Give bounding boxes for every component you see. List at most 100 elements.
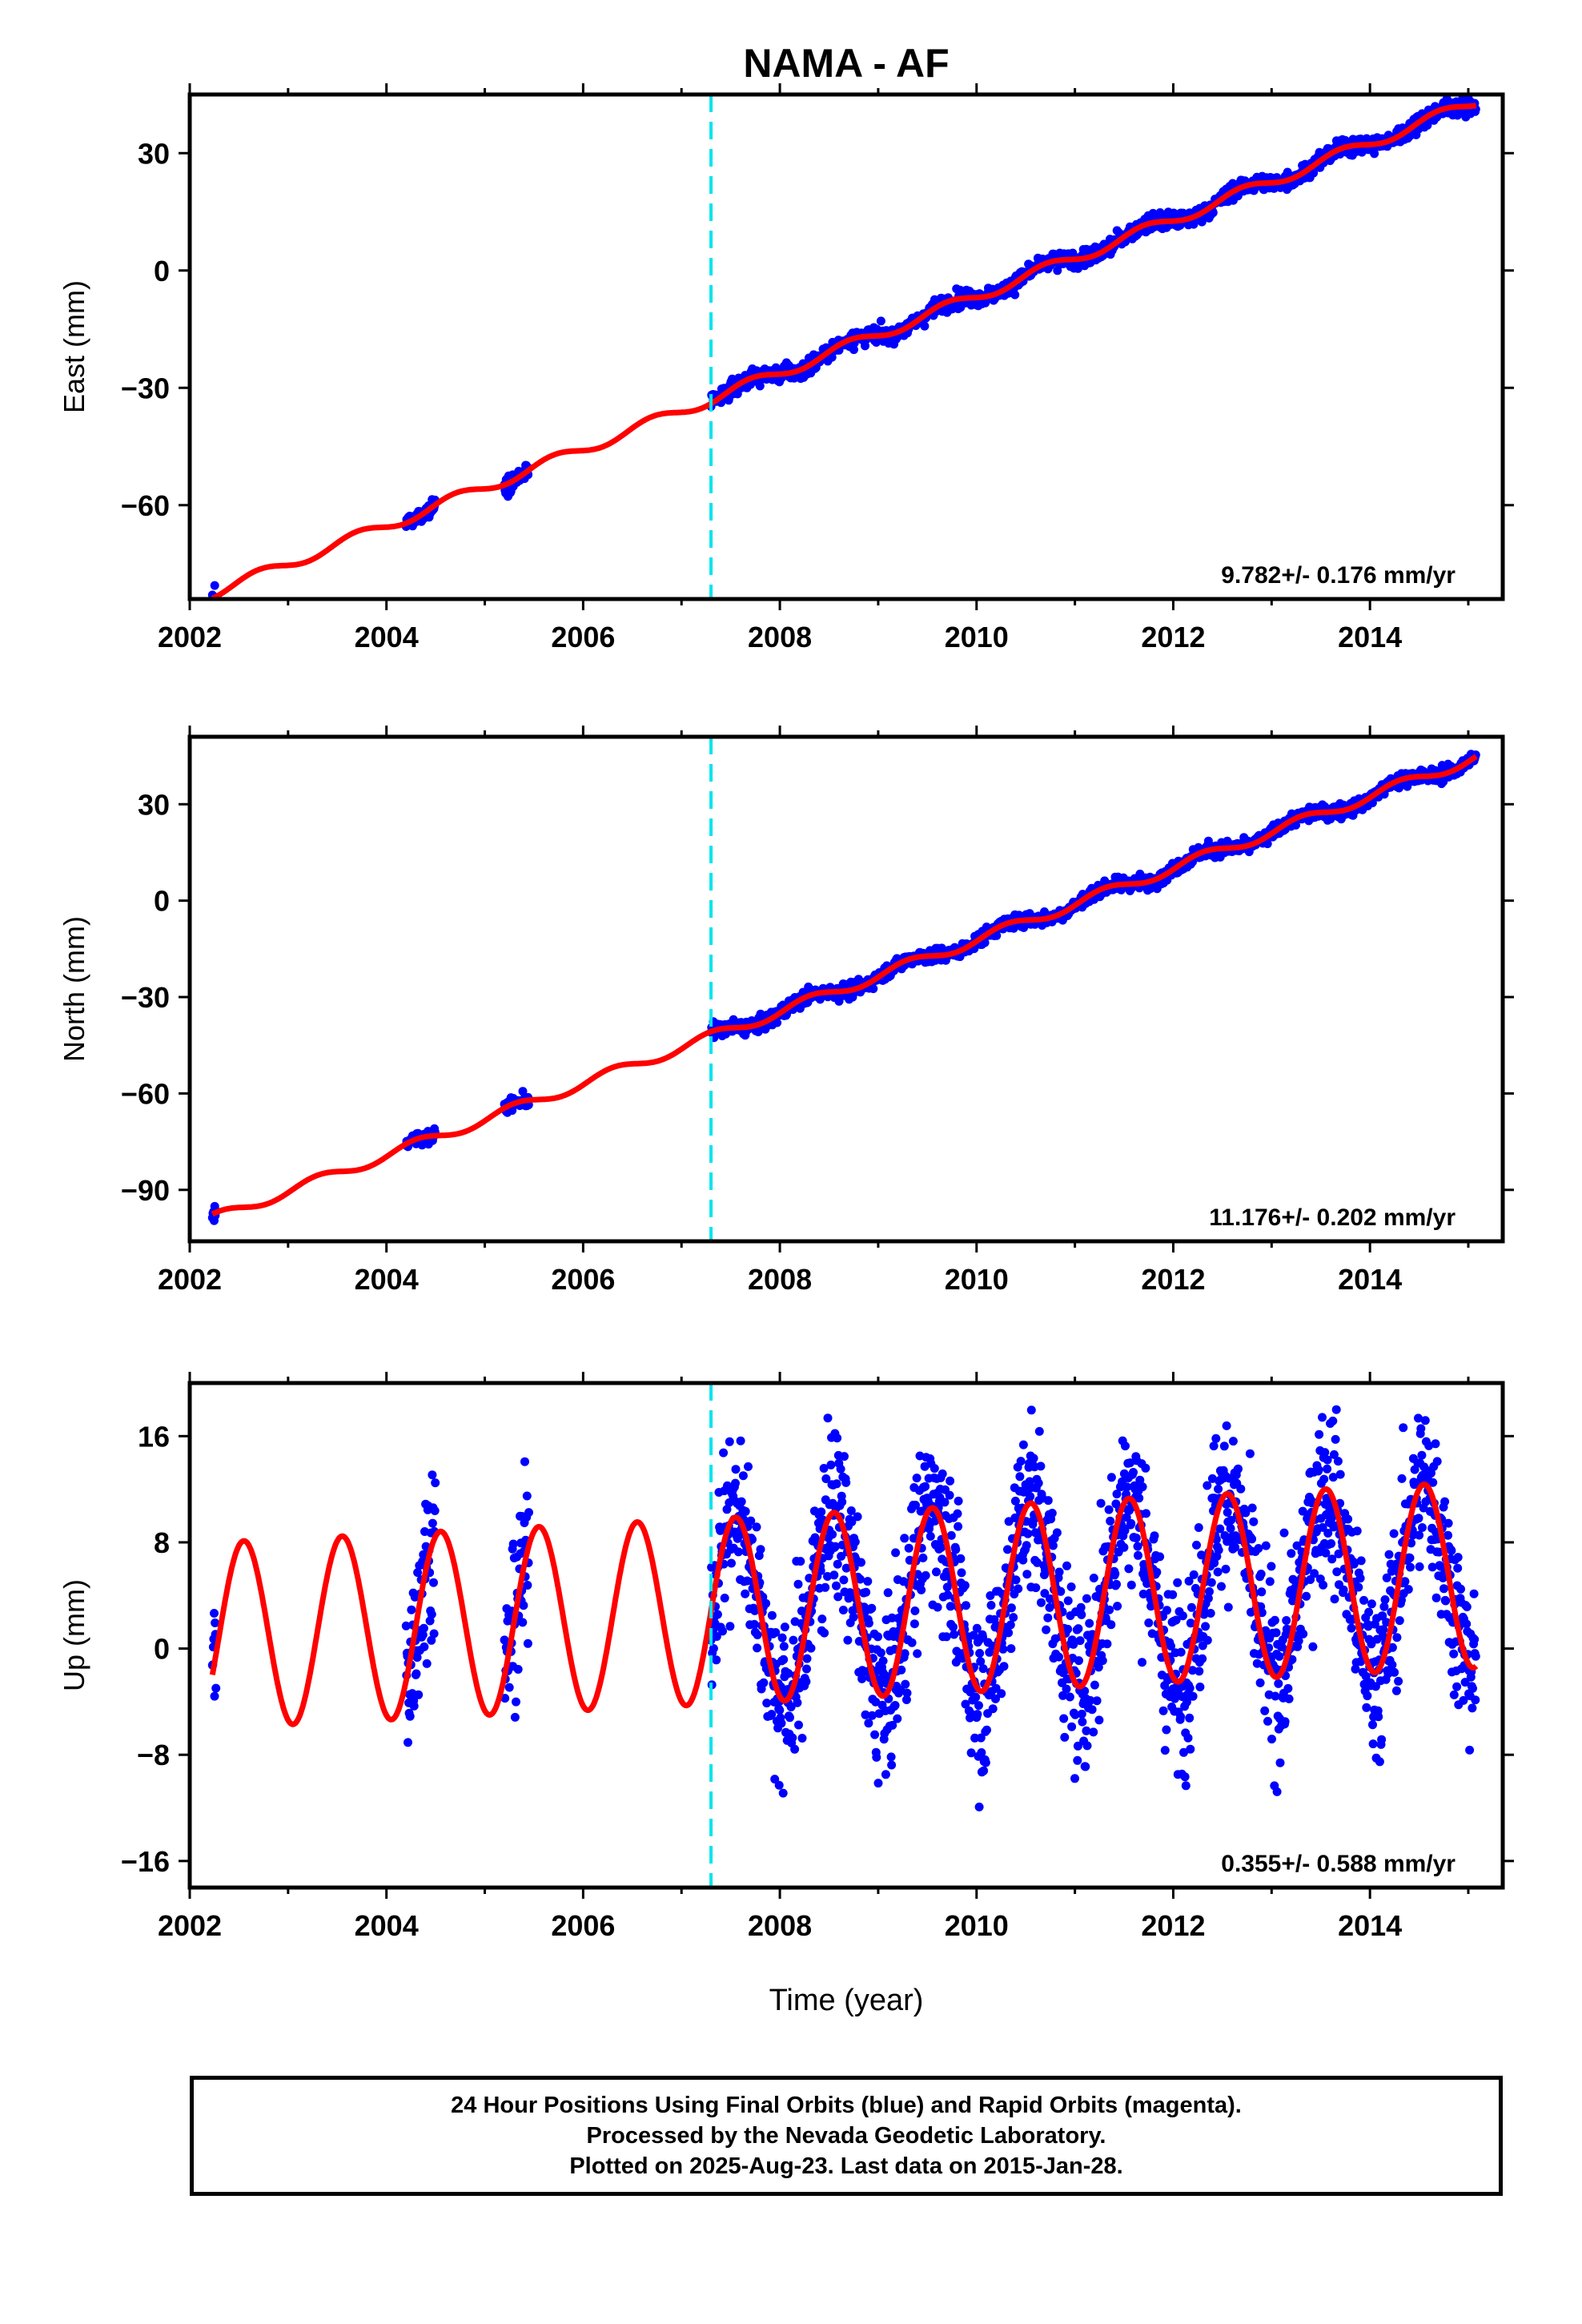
data-point bbox=[876, 316, 885, 326]
data-point bbox=[930, 1464, 939, 1474]
data-point bbox=[802, 1654, 812, 1663]
data-point bbox=[863, 1577, 873, 1586]
data-point bbox=[1113, 1602, 1122, 1611]
data-point bbox=[1283, 1683, 1293, 1693]
data-point bbox=[1011, 1575, 1021, 1585]
x-tick-label: 2004 bbox=[355, 621, 419, 653]
data-point bbox=[1181, 1781, 1191, 1791]
data-point bbox=[864, 1618, 873, 1628]
data-point bbox=[956, 1554, 966, 1563]
y-axis-label: East (mm) bbox=[58, 280, 90, 413]
data-point bbox=[971, 1692, 981, 1702]
data-point bbox=[1347, 1623, 1356, 1633]
data-point bbox=[837, 1498, 847, 1506]
data-point bbox=[839, 1575, 849, 1585]
data-point bbox=[777, 1719, 786, 1728]
data-point bbox=[1074, 1624, 1083, 1634]
data-point bbox=[427, 1610, 436, 1619]
data-point bbox=[832, 1581, 841, 1590]
data-point bbox=[1009, 1613, 1018, 1622]
data-point bbox=[1070, 1774, 1079, 1783]
data-point bbox=[1318, 1413, 1327, 1422]
x-tick-label: 2012 bbox=[1141, 1909, 1205, 1942]
data-point bbox=[1180, 1772, 1190, 1782]
data-point bbox=[1415, 1530, 1424, 1540]
data-point bbox=[849, 345, 858, 355]
data-point bbox=[731, 1465, 741, 1474]
data-point bbox=[1037, 1598, 1046, 1607]
data-point bbox=[1048, 1541, 1058, 1550]
data-point bbox=[779, 1642, 789, 1651]
data-point bbox=[1270, 1615, 1279, 1625]
data-point bbox=[1053, 266, 1062, 275]
data-point bbox=[736, 1436, 745, 1445]
data-point bbox=[873, 1779, 883, 1788]
y-tick-label: 8 bbox=[154, 1526, 170, 1559]
data-point bbox=[1090, 1680, 1099, 1690]
data-point bbox=[817, 1614, 827, 1624]
data-point bbox=[1023, 1529, 1033, 1538]
data-point bbox=[1302, 1591, 1311, 1601]
data-point bbox=[988, 1704, 998, 1714]
panel-plot-area bbox=[207, 1383, 1480, 1888]
data-point bbox=[857, 1558, 865, 1567]
data-point bbox=[741, 1506, 750, 1516]
data-point bbox=[1431, 1439, 1440, 1449]
data-point bbox=[960, 1581, 970, 1590]
data-point bbox=[869, 984, 878, 994]
data-point bbox=[429, 1629, 439, 1638]
data-point bbox=[1447, 1546, 1456, 1555]
data-point bbox=[946, 1476, 955, 1486]
data-point bbox=[1469, 1589, 1479, 1598]
data-point bbox=[840, 1452, 849, 1462]
panel-2: 2002 2004 2006 2008 2010 2012 2014300−30−60−90… bbox=[58, 726, 1514, 1296]
x-tick-label: 2002 bbox=[158, 621, 222, 653]
data-point bbox=[762, 1699, 772, 1708]
data-point bbox=[211, 1683, 221, 1693]
y-tick-label: 16 bbox=[138, 1420, 170, 1453]
data-point bbox=[806, 1643, 816, 1653]
data-point bbox=[1416, 1424, 1426, 1433]
data-point bbox=[1106, 1620, 1116, 1630]
data-point bbox=[713, 1610, 722, 1619]
data-point bbox=[1256, 1570, 1266, 1578]
data-point bbox=[849, 1612, 858, 1622]
model-curve bbox=[211, 103, 1479, 599]
data-point bbox=[975, 1649, 985, 1658]
data-point bbox=[1162, 1725, 1171, 1735]
data-point bbox=[1026, 1405, 1036, 1415]
data-point bbox=[1043, 1613, 1053, 1622]
data-point bbox=[1214, 1484, 1223, 1494]
data-point bbox=[1194, 1523, 1203, 1532]
y-tick-label: 30 bbox=[138, 788, 170, 821]
data-point bbox=[793, 1579, 803, 1589]
panel-plot-area bbox=[207, 94, 1480, 599]
data-point bbox=[1395, 1616, 1404, 1626]
data-point bbox=[1078, 1717, 1087, 1727]
x-tick-label: 2004 bbox=[355, 1263, 419, 1296]
data-point bbox=[1085, 1618, 1094, 1628]
data-point bbox=[1468, 1683, 1477, 1693]
data-point bbox=[1328, 1416, 1338, 1425]
data-point bbox=[409, 1701, 419, 1711]
data-point bbox=[918, 1553, 928, 1562]
x-tick-label: 2006 bbox=[551, 621, 615, 653]
data-point bbox=[1308, 1642, 1318, 1651]
data-point bbox=[1352, 1526, 1362, 1536]
data-point bbox=[1333, 1457, 1343, 1466]
data-point bbox=[727, 1558, 736, 1568]
data-point bbox=[1029, 1454, 1038, 1463]
data-point bbox=[841, 1478, 851, 1487]
data-point bbox=[1319, 1580, 1328, 1590]
data-point bbox=[953, 1509, 962, 1518]
data-point bbox=[802, 1664, 811, 1674]
data-point bbox=[512, 1697, 520, 1707]
data-point bbox=[1470, 1634, 1480, 1644]
data-point bbox=[1106, 1473, 1116, 1482]
data-point bbox=[1054, 1567, 1064, 1577]
data-point bbox=[945, 1490, 954, 1500]
data-point bbox=[1074, 1656, 1083, 1666]
data-point bbox=[789, 1635, 798, 1645]
data-point bbox=[524, 1508, 533, 1518]
